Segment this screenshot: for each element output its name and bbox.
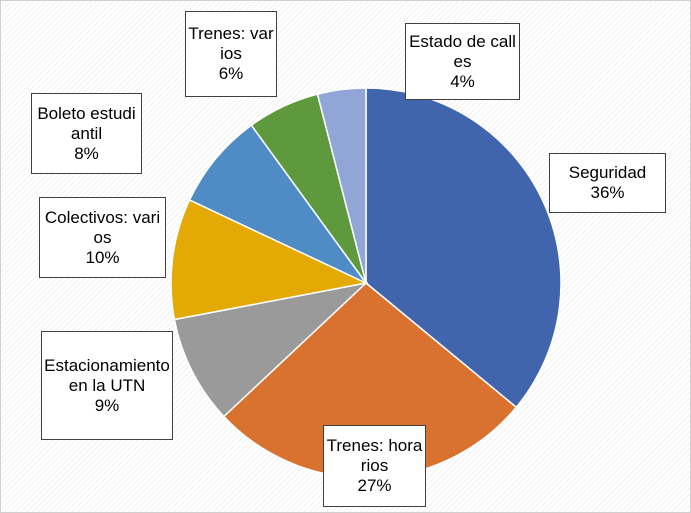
value-label: 9%	[94, 395, 120, 415]
pie-slice	[316, 87, 367, 284]
category-label: Estado de calles	[409, 31, 516, 71]
category-label: Trenes: horarios	[326, 436, 423, 475]
data-label: Estacionamiento en la UTN 9%	[41, 331, 173, 440]
value-label: 8%	[74, 143, 99, 163]
data-label: Trenes: horarios 27%	[323, 425, 426, 507]
category-label: Trenes: varios	[188, 24, 274, 63]
value-label: 4%	[450, 71, 475, 91]
category-label: Seguridad	[568, 163, 647, 182]
pie-slice	[188, 124, 367, 284]
value-label: 27%	[357, 476, 392, 495]
data-label: Colectivos: varios 10%	[39, 197, 166, 278]
category-label: Estacionamiento en la UTN	[44, 355, 170, 395]
category-label: Boleto estudiantil	[37, 103, 136, 143]
data-label: Boleto estudiantil 8%	[31, 93, 142, 174]
value-label: 6%	[218, 64, 244, 83]
data-label: Estado de calles 4%	[405, 23, 520, 100]
value-label: 36%	[590, 183, 625, 202]
pie-slice	[170, 198, 369, 321]
pie-slice	[173, 281, 369, 418]
value-label: 10%	[85, 247, 120, 267]
data-label: Trenes: varios 6%	[185, 11, 277, 97]
data-label: Seguridad 36%	[549, 153, 666, 213]
category-label: Colectivos: varios	[44, 207, 161, 247]
